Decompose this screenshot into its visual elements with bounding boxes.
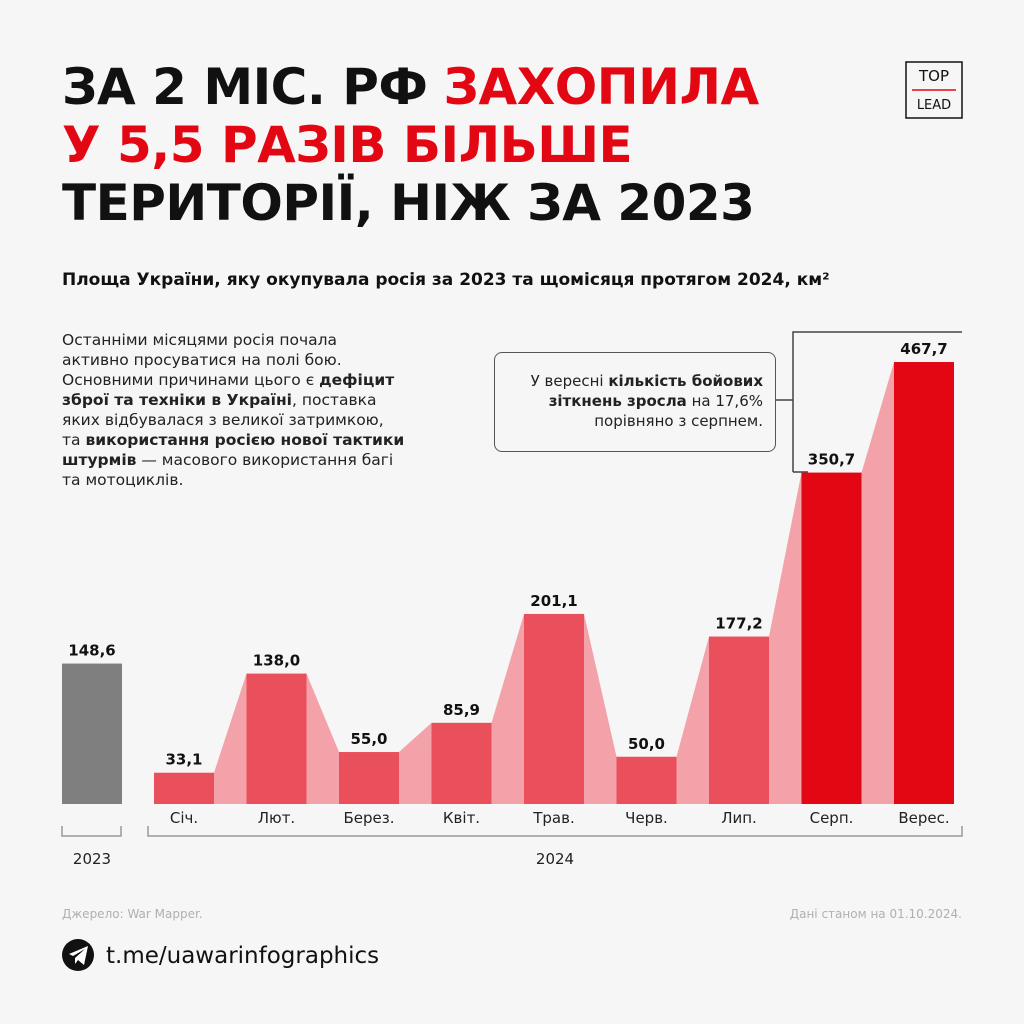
x-tick-label: Серп.	[810, 809, 854, 827]
connector	[491, 613, 524, 804]
annotation: У вересні кількість бойових зіткнень зро…	[494, 352, 776, 452]
bar	[246, 673, 307, 804]
text: Останніми місяцями росія почала активно …	[62, 331, 342, 389]
channel-link[interactable]: t.me/uawarinfographics	[106, 943, 379, 969]
bold-text: кількість бойових зіткнень зросла	[548, 372, 763, 410]
bold-text: дефіцит зброї та техніки в Україні	[62, 371, 395, 409]
bar	[524, 613, 584, 804]
title: ЗА 2 МІС. РФ ЗАХОПИЛА У 5,5 РАЗІВ БІЛЬШЕ ТЕ…	[62, 58, 775, 232]
title-line: ТЕРИТОРІЇ, НІЖ ЗА 2023	[62, 174, 775, 232]
x-tick-label: Берез.	[343, 809, 394, 827]
value-label: 350,7	[808, 451, 855, 469]
value-label: 33,1	[165, 751, 202, 769]
subtitle: Площа України, яку окупувала росія за 20…	[62, 270, 830, 290]
bar	[154, 772, 214, 804]
date-note: Дані станом на 01.10.2024.	[790, 907, 962, 921]
source: Джерело: War Mapper.	[62, 907, 203, 921]
connector	[676, 636, 709, 804]
annotation-bracket	[776, 331, 962, 473]
x-tick-label: Лип.	[721, 809, 757, 827]
x-tick-label: Черв.	[625, 809, 668, 827]
x-tick-label: Січ.	[170, 809, 198, 827]
x-tick-label: Верес.	[898, 809, 949, 827]
value-label: 201,1	[530, 592, 577, 610]
value-label: 55,0	[350, 730, 387, 748]
bar	[709, 636, 769, 804]
logo-frame	[905, 61, 963, 119]
logo-text: LEAD	[917, 98, 951, 113]
connector	[399, 722, 432, 804]
bar	[801, 472, 862, 804]
telegram-icon	[62, 939, 94, 971]
value-label: 467,7	[900, 340, 947, 358]
text: , поставка яких відбувалася з великої за…	[62, 391, 384, 449]
x-tick-label: Трав.	[532, 809, 574, 827]
group-label: 2023	[73, 850, 111, 868]
bold-text: використання росією нової тактики штурмі…	[62, 431, 405, 469]
connector	[306, 673, 339, 804]
value-label: 85,9	[443, 701, 480, 719]
x-tick-label: Лют.	[258, 809, 295, 827]
logo-text: TOP	[918, 67, 949, 85]
text: — масового використання багі та мотоцикл…	[62, 451, 394, 489]
title-part: У 5,5 РАЗІВ БІЛЬШЕ	[62, 116, 633, 174]
bar	[339, 752, 399, 804]
value-label: 138,0	[253, 652, 300, 670]
text: на 17,6% порівняно з серпнем.	[594, 392, 763, 430]
bar	[894, 362, 954, 804]
title-part: ТЕРИТОРІЇ, НІЖ ЗА 2023	[62, 174, 755, 232]
value-label: 50,0	[628, 735, 665, 753]
bar	[62, 663, 122, 804]
title-line: ЗА 2 МІС. РФ ЗАХОПИЛА	[62, 58, 775, 116]
connector	[214, 673, 247, 804]
bar	[616, 756, 677, 804]
title-part: ЗА 2 МІС. РФ	[62, 58, 428, 116]
connector	[584, 613, 617, 804]
value-label: 148,6	[68, 642, 115, 660]
value-label: 177,2	[715, 615, 762, 633]
x-tick-label: Квіт.	[443, 809, 480, 827]
bar	[431, 722, 492, 804]
connector	[861, 362, 894, 804]
title-line: У 5,5 РАЗІВ БІЛЬШЕ	[62, 116, 775, 174]
connector	[769, 472, 802, 804]
group-label: 2024	[536, 850, 574, 868]
title-part: ЗАХОПИЛА	[443, 58, 760, 116]
note: Останніми місяцями росія почала активно …	[62, 330, 407, 490]
telegram-plane	[69, 946, 88, 965]
group-bracket	[61, 826, 963, 837]
text: У вересні	[530, 372, 609, 390]
